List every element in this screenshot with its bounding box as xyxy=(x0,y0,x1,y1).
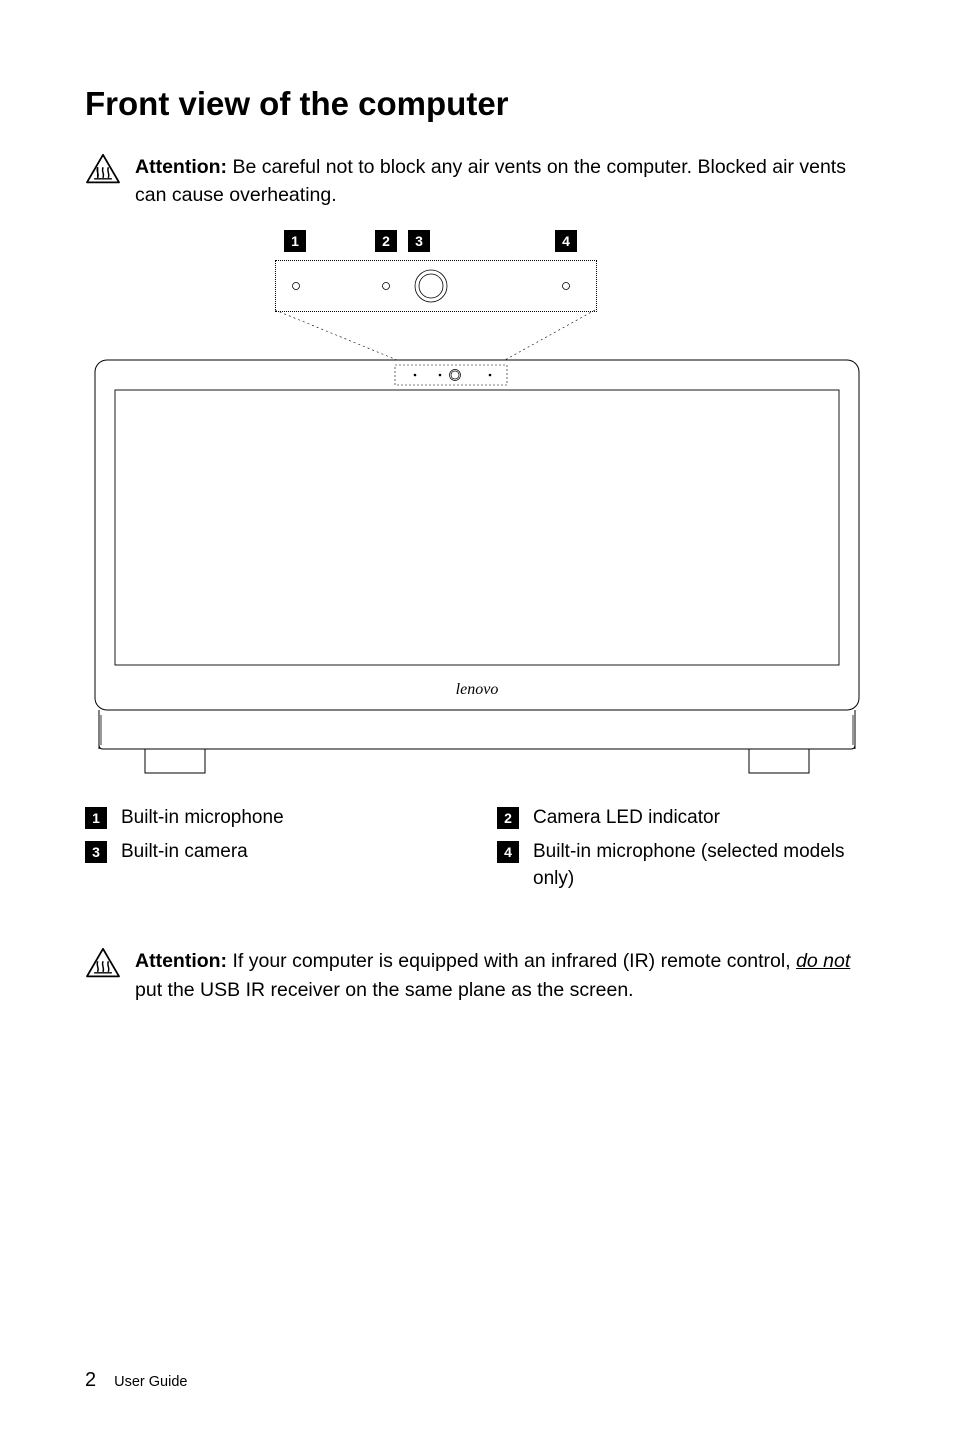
attention-block-2: Attention: If your computer is equipped … xyxy=(85,947,869,1004)
legend-item-2: 2 Camera LED indicator xyxy=(497,805,869,832)
page-number: 2 xyxy=(85,1369,96,1392)
legend-text-2: Camera LED indicator xyxy=(533,805,720,832)
attention-block-1: Attention: Be careful not to block any a… xyxy=(85,153,869,210)
legend-item-3: 3 Built-in camera xyxy=(85,839,457,892)
attention-emph: do not xyxy=(796,950,850,972)
attention-rest-1: Be careful not to block any air vents on… xyxy=(135,156,846,206)
legend-text-3: Built-in camera xyxy=(121,839,248,866)
monitor-svg: lenovo xyxy=(85,350,869,780)
attention-bold-2: Attention: xyxy=(135,950,227,972)
attention-bold-1: Attention: xyxy=(135,156,227,178)
legend-badge-1: 1 xyxy=(85,807,107,829)
legend-badge-4: 4 xyxy=(497,841,519,863)
legend-grid: 1 Built-in microphone 2 Camera LED indic… xyxy=(85,805,869,893)
legend-item-1: 1 Built-in microphone xyxy=(85,805,457,832)
heat-warning-icon xyxy=(85,947,121,979)
attention-text-2: Attention: If your computer is equipped … xyxy=(135,947,869,1004)
footer-label: User Guide xyxy=(114,1374,187,1390)
legend-badge-2: 2 xyxy=(497,807,519,829)
legend-badge-3: 3 xyxy=(85,841,107,863)
legend-text-1: Built-in microphone xyxy=(121,805,284,832)
brand-logo: lenovo xyxy=(456,681,499,698)
legend-item-4: 4 Built-in microphone (selected models o… xyxy=(497,839,869,892)
page-title: Front view of the computer xyxy=(85,85,869,123)
legend-text-4: Built-in microphone (selected models onl… xyxy=(533,839,869,892)
attention-part2: put the USB IR receiver on the same plan… xyxy=(135,979,634,1001)
heat-warning-icon xyxy=(85,153,121,185)
page-footer: 2 User Guide xyxy=(85,1369,187,1392)
attention-part1: If your computer is equipped with an inf… xyxy=(227,950,796,972)
attention-text-1: Attention: Be careful not to block any a… xyxy=(135,153,869,210)
front-view-diagram: 1 2 3 4 xyxy=(85,230,869,780)
